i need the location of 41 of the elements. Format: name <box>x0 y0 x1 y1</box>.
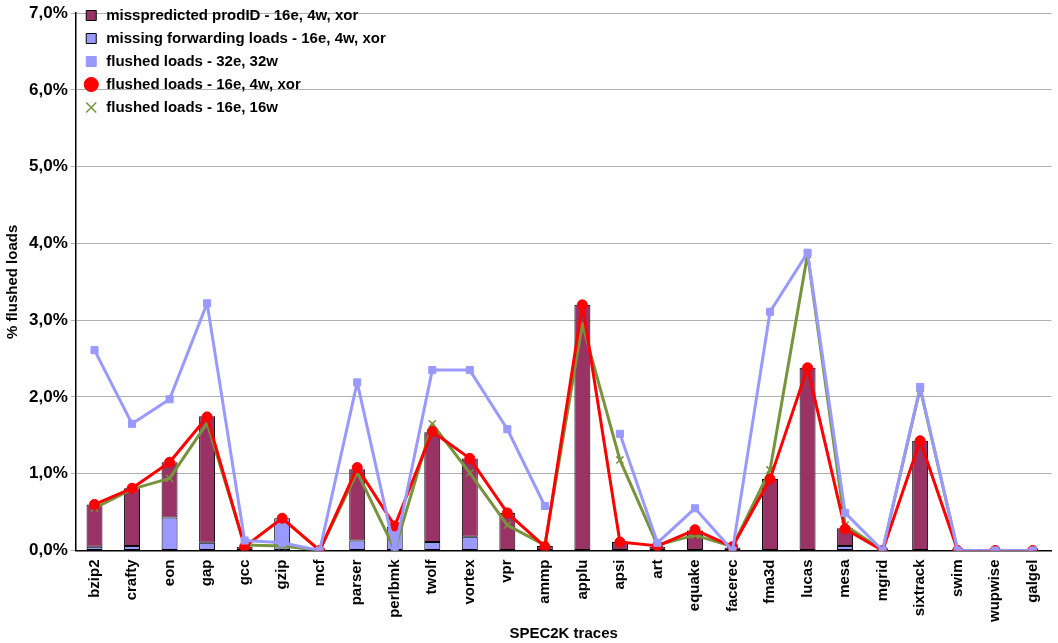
legend-label: misspredicted prodID - 16e, 4w, xor <box>106 5 359 23</box>
y-tick-label: 4,0% <box>29 233 68 253</box>
x-tick-label: eon <box>159 559 177 587</box>
x-tick-label: fma3d <box>760 559 778 604</box>
legend-label: flushed loads - 32e, 32w <box>106 51 279 69</box>
x-axis-title: SPEC2K traces <box>509 624 618 642</box>
x-tick-label: crafty <box>122 558 140 601</box>
x-tick-label: art <box>647 559 665 579</box>
x-tick-label: facerec <box>722 559 740 613</box>
x-tick-label: gcc <box>234 559 252 586</box>
x-tick-label: bzip2 <box>84 559 102 598</box>
x-tick-label: swim <box>947 559 965 597</box>
x-tick-label: twolf <box>422 558 440 595</box>
y-tick-label: 5,0% <box>29 156 68 176</box>
x-tick-label: gap <box>197 559 215 587</box>
y-tick-label: 7,0% <box>29 2 68 22</box>
y-tick-label: 6,0% <box>29 79 68 99</box>
x-tick-label: parser <box>347 559 365 606</box>
x-tick-label: vpr <box>497 559 515 583</box>
legend-label: flushed loads - 16e, 16w <box>106 97 279 115</box>
legend-label: missing forwarding loads - 16e, 4w, xor <box>106 28 386 46</box>
y-tick-label: 3,0% <box>29 309 68 329</box>
x-tick-label: mgrid <box>872 559 890 602</box>
y-tick-label: 1,0% <box>29 463 68 483</box>
x-tick-label: applu <box>572 559 590 600</box>
x-tick-label: wupwise <box>985 559 1003 623</box>
y-axis-title: % flushed loads <box>3 224 21 339</box>
y-tick-label: 2,0% <box>29 386 68 406</box>
x-tick-label: mcf <box>309 558 327 587</box>
legend-label: flushed loads - 16e, 4w, xor <box>106 74 301 92</box>
x-tick-label: mesa <box>835 558 853 598</box>
x-tick-label: vortex <box>459 558 477 605</box>
x-tick-label: ammp <box>535 559 552 604</box>
x-tick-label: apsi <box>610 559 628 590</box>
y-tick-label: 0,0% <box>29 540 68 560</box>
x-tick-label: galgel <box>1022 559 1040 603</box>
x-tick-label: perlbmk <box>384 558 402 618</box>
x-tick-label: equake <box>685 559 703 612</box>
x-tick-label: lucas <box>797 559 815 598</box>
x-tick-label: gzip <box>272 559 290 590</box>
x-tick-label: sixtrack <box>910 558 928 617</box>
